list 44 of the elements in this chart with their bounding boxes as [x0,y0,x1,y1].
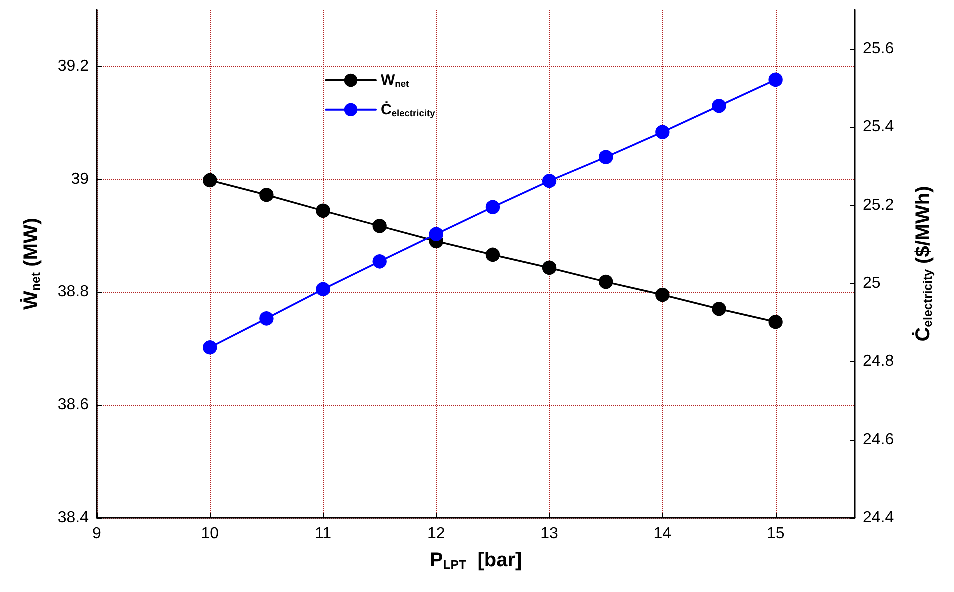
point [203,340,218,355]
y-tick-label: 39.2 [58,58,90,75]
point [372,219,387,234]
y2-tick-label: 24.6 [863,431,894,448]
legend-label: Wnet [381,72,410,89]
y2-tick-label: 24.8 [863,353,894,370]
point [429,227,444,242]
point [372,254,387,269]
point [486,200,500,214]
point [316,282,330,296]
y-tick-label: 38.8 [58,284,90,301]
point [712,99,726,114]
point [486,248,500,262]
y2-tick-label: 25 [863,275,881,292]
point [768,315,783,330]
y2-tick-label: 25.4 [863,118,894,136]
x-tick-label: 13 [540,526,559,542]
point [656,125,670,140]
y2-axis-title: Ċelectricity ($/MWh) [912,186,935,342]
y2-tick-label: 25.2 [863,196,894,214]
point [599,150,614,164]
y2-tick-label: 24.4 [863,510,894,526]
point [260,188,274,202]
x-tick-label: 12 [428,526,446,542]
x-tick-label: 14 [654,526,672,542]
y-axis-title: Ẇnet (MW) [20,218,43,310]
x-tick-label: 15 [766,526,785,542]
y-tick-label: 38.4 [58,510,90,526]
point [203,173,218,188]
legend-label: Ċelectricity [381,101,436,118]
point [768,72,783,88]
point [542,174,557,188]
y-tick-label: 38.6 [58,396,90,414]
point [656,288,670,302]
point [316,204,330,218]
point [599,274,614,290]
x-tick-label: 9 [92,526,102,542]
point [542,260,557,276]
x-tick-label: 10 [201,526,220,542]
point [260,312,274,326]
y2-tick-label: 25.6 [863,40,894,58]
y-tick-label: 39 [71,170,90,188]
point [712,302,726,316]
x-tick-label: 11 [314,526,332,542]
